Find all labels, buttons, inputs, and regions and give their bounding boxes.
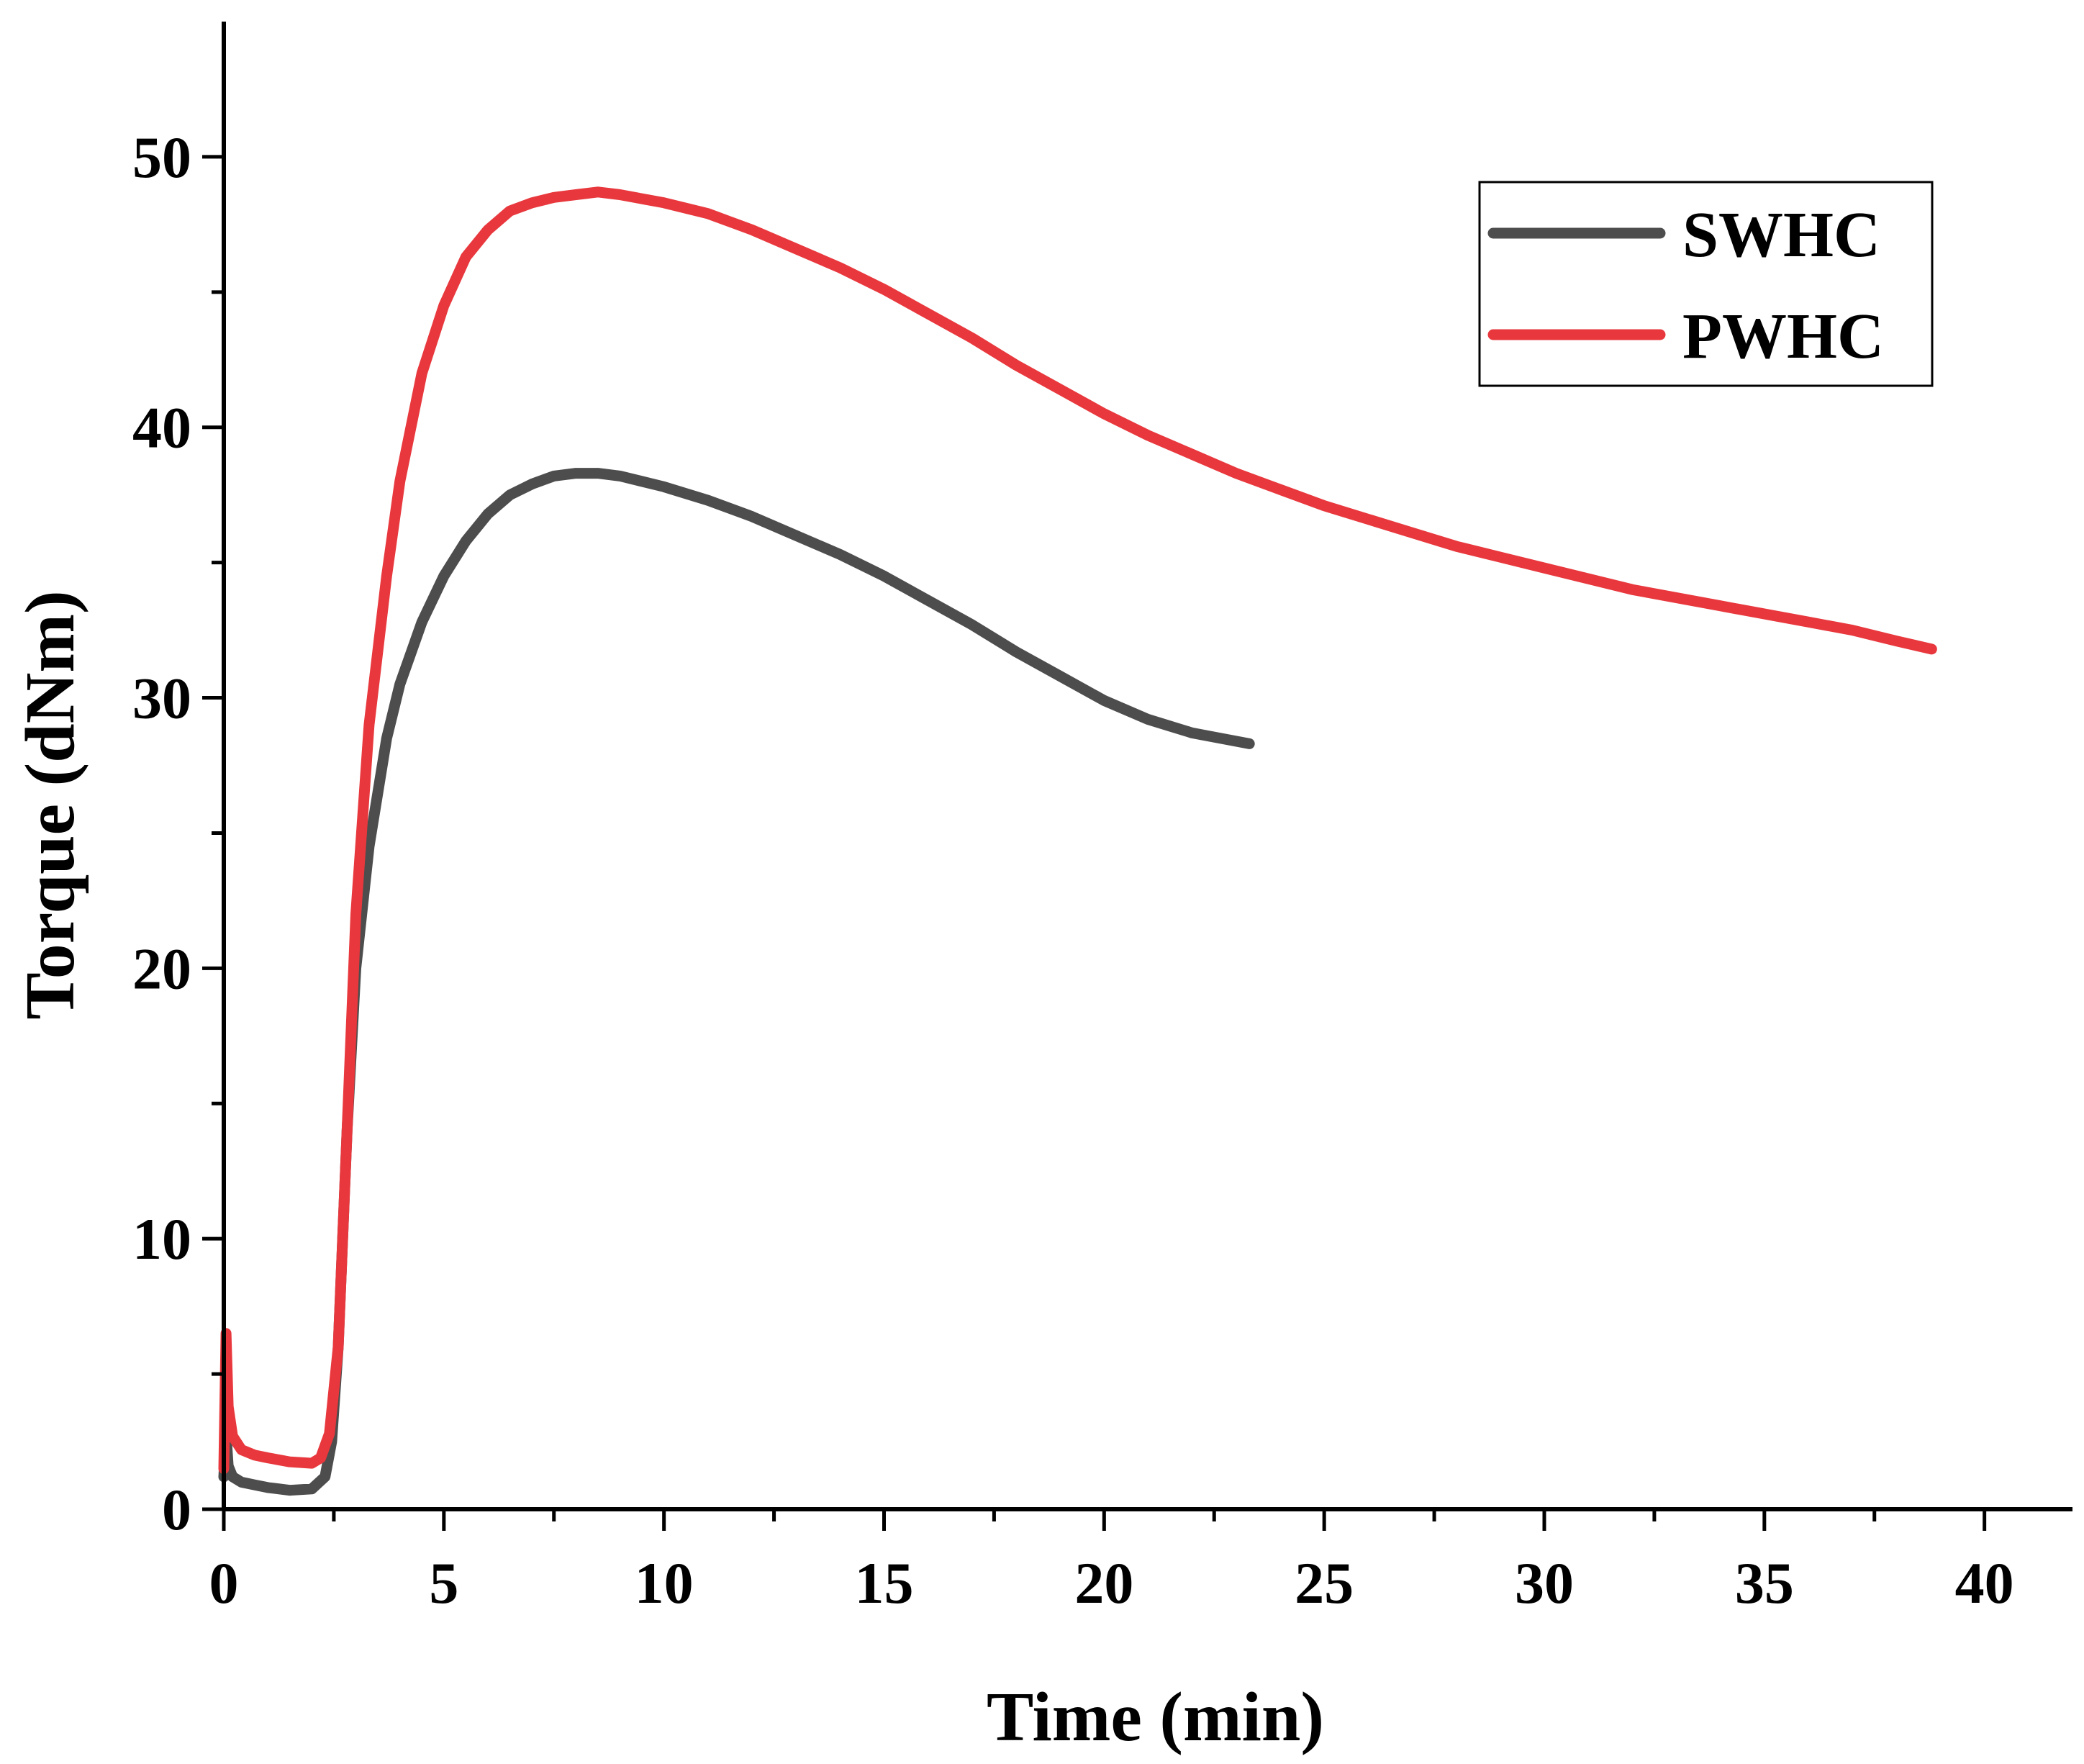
x-tick-label: 40 <box>1955 1550 2014 1616</box>
y-tick-label: 10 <box>132 1206 191 1272</box>
x-tick-label: 35 <box>1735 1550 1794 1616</box>
plot-lines <box>218 186 1937 1496</box>
y-axis-title: Torque (dNm) <box>12 590 89 1019</box>
x-tick-label: 15 <box>855 1550 914 1616</box>
y-tick-label: 40 <box>132 395 191 461</box>
series-line-swhc <box>218 468 1255 1496</box>
x-tick-label: 10 <box>635 1550 694 1616</box>
y-axis-ticks: 0 10 20 30 40 50 <box>132 125 224 1542</box>
x-axis-ticks: 0 5 10 15 20 25 30 35 40 <box>209 1509 2014 1616</box>
series-line-pwhc <box>218 186 1937 1475</box>
y-tick-label: 50 <box>132 125 191 190</box>
x-tick-label: 0 <box>209 1550 239 1616</box>
y-tick-label: 20 <box>132 936 191 1001</box>
x-tick-label: 20 <box>1074 1550 1133 1616</box>
x-tick-label: 5 <box>429 1550 458 1616</box>
legend-box <box>1478 181 1934 387</box>
legend: SWHC PWHC <box>1478 181 1934 387</box>
legend-label-pwhc: PWHC <box>1682 301 1884 372</box>
y-tick-label: 0 <box>162 1477 191 1542</box>
legend-label-swhc: SWHC <box>1682 199 1880 271</box>
y-tick-label: 30 <box>132 666 191 731</box>
x-tick-label: 30 <box>1515 1550 1574 1616</box>
x-axis-title: Time (min) <box>987 1678 1324 1756</box>
x-tick-label: 25 <box>1295 1550 1354 1616</box>
